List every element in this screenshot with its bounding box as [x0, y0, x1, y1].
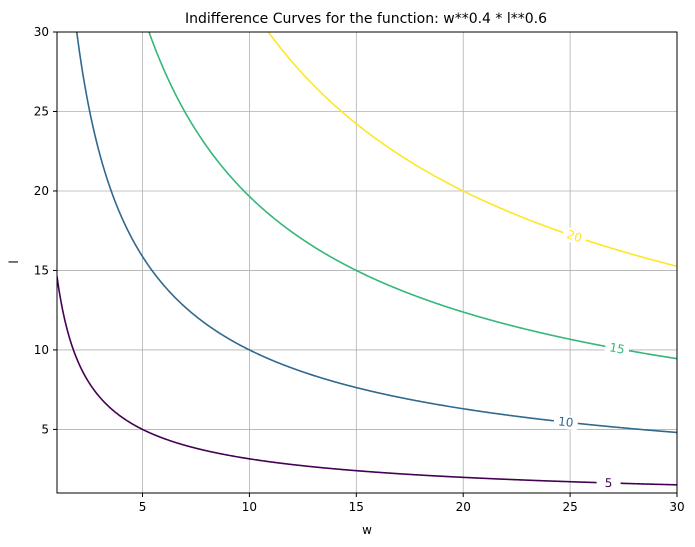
curve-label-gap	[596, 475, 621, 491]
x-axis-ticks: 5 10 15 20 25 30	[139, 493, 685, 514]
curve-label-gap	[604, 339, 631, 358]
x-tick-label: 25	[562, 500, 577, 514]
curve-label-gap	[553, 413, 579, 431]
y-tick-label: 10	[34, 343, 49, 357]
x-tick-label: 5	[139, 500, 147, 514]
y-tick-label: 30	[34, 25, 49, 39]
x-axis-label: w	[362, 523, 372, 537]
y-tick-label: 20	[34, 184, 49, 198]
plot-frame	[56, 31, 678, 494]
x-tick-label: 30	[669, 500, 684, 514]
curve-line	[148, 32, 677, 360]
y-tick-label: 5	[41, 422, 49, 436]
curve-line	[75, 32, 677, 434]
y-axis-label: l	[7, 260, 21, 263]
chart-title: Indifference Curves for the function: w*…	[185, 11, 547, 27]
x-tick-label: 15	[349, 500, 364, 514]
curve-line	[57, 276, 677, 486]
y-tick-label: 15	[34, 263, 49, 277]
curve-label-gap	[560, 225, 588, 247]
x-tick-label: 10	[242, 500, 257, 514]
curve-label: 5	[605, 476, 613, 490]
curve-label: 15	[608, 340, 626, 357]
y-axis-ticks: 5 10 15 20 25 30	[34, 25, 57, 436]
curve-label: 20	[565, 227, 584, 245]
y-tick-label: 25	[34, 104, 49, 118]
x-tick-label: 20	[456, 500, 471, 514]
curve-line	[267, 32, 677, 268]
curves: 5 10 15 20	[57, 32, 677, 491]
curve-label: 10	[557, 414, 574, 430]
